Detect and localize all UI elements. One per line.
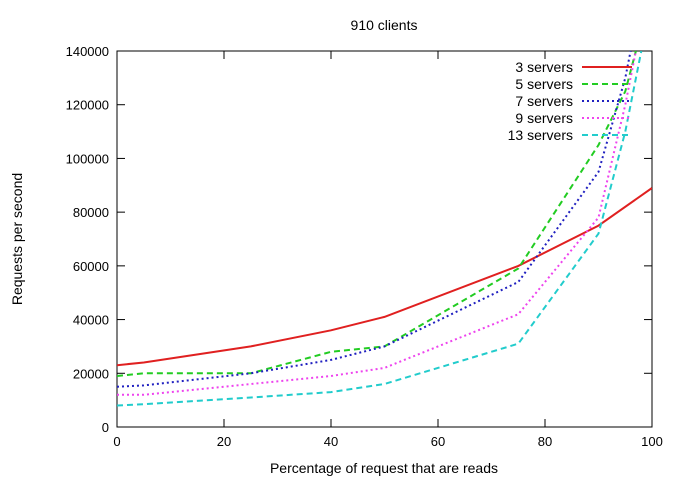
legend-label-4: 13 servers [508, 127, 573, 143]
series-line-4 [117, 51, 643, 407]
y-tick-label-0: 0 [102, 420, 109, 435]
x-tick-label-4: 80 [538, 434, 552, 449]
y-tick-label-5: 100000 [66, 151, 109, 166]
tick-marks [116, 50, 653, 428]
y-tick-label-1: 20000 [73, 366, 109, 381]
series-line-3 [117, 51, 637, 396]
x-tick-label-1: 20 [217, 434, 231, 449]
y-tick-label-3: 60000 [73, 259, 109, 274]
y-tick-label-6: 120000 [66, 98, 109, 113]
y-tick-label-7: 140000 [66, 44, 109, 59]
chart-title: 910 clients [351, 17, 418, 33]
x-axis-label: Percentage of request that are reads [270, 460, 498, 476]
series-line-0 [117, 187, 652, 367]
x-tick-label-3: 60 [431, 434, 445, 449]
x-tick-label-5: 100 [641, 434, 663, 449]
x-tick-label-2: 40 [324, 434, 338, 449]
legend-label-1: 5 servers [515, 76, 573, 92]
y-axis-label: Requests per second [9, 173, 25, 305]
x-tick-label-0: 0 [113, 434, 120, 449]
plot-frame [116, 50, 653, 428]
legend-label-2: 7 servers [515, 93, 573, 109]
legend-label-3: 9 servers [515, 110, 573, 126]
series-lines [117, 51, 652, 407]
y-tick-label-2: 40000 [73, 313, 109, 328]
series-line-2 [117, 51, 632, 388]
tick-labels: 0 20 40 60 80 100 0 20000 40000 60000 80000 100000 1… [66, 44, 663, 449]
legend-label-0: 3 servers [515, 59, 573, 75]
y-tick-label-4: 80000 [73, 205, 109, 220]
